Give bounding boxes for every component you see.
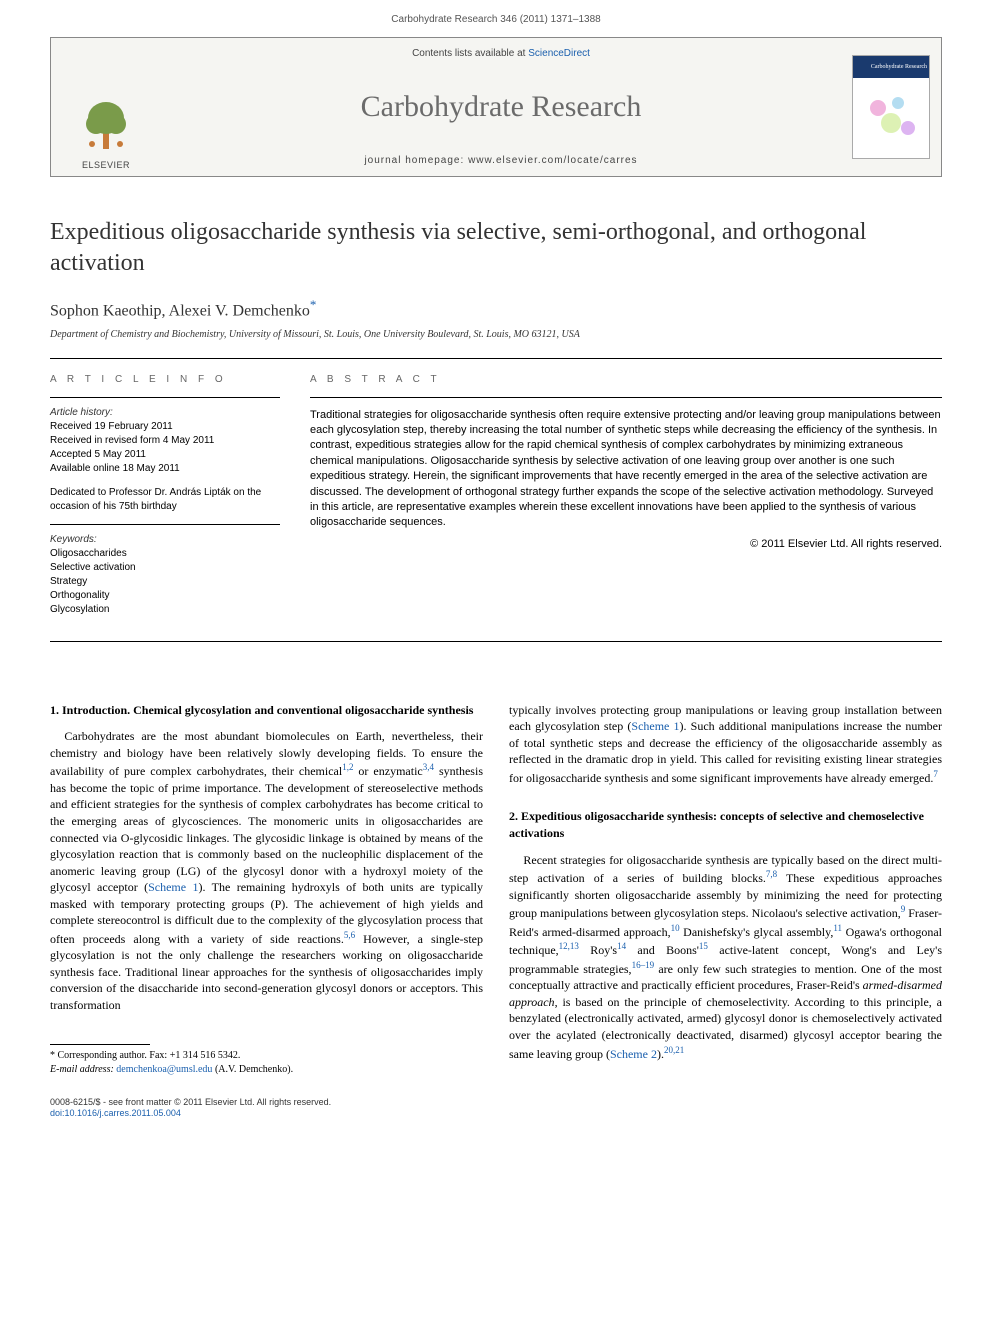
body-paragraph: Carbohydrates are the most abundant biom… xyxy=(50,728,483,1013)
abstract-block: A B S T R A C T Traditional strategies f… xyxy=(310,373,942,627)
homepage-url: www.elsevier.com/locate/carres xyxy=(468,155,638,166)
cover-thumb-block: Carbohydrate Research xyxy=(841,38,941,176)
text-run: and Boons' xyxy=(626,943,699,957)
ref-superscript[interactable]: 16–19 xyxy=(632,960,655,970)
corresponding-note: * Corresponding author. Fax: +1 314 516 … xyxy=(50,1049,483,1063)
corresponding-marker: * xyxy=(310,297,317,312)
text-run: Danishefsky's glycal assembly, xyxy=(680,925,834,939)
ref-superscript[interactable]: 7 xyxy=(933,769,938,779)
column-right: typically involves protecting group mani… xyxy=(509,702,942,1077)
publisher-label: ELSEVIER xyxy=(82,160,130,170)
separator xyxy=(310,397,942,398)
dedication: Dedicated to Professor Dr. András Lipták… xyxy=(50,486,280,514)
keyword: Orthogonality xyxy=(50,589,280,603)
ref-superscript[interactable]: 1,2 xyxy=(342,762,353,772)
sciencedirect-link[interactable]: ScienceDirect xyxy=(528,48,590,59)
info-abstract-row: A R T I C L E I N F O Article history: R… xyxy=(50,359,942,641)
footnotes: * Corresponding author. Fax: +1 314 516 … xyxy=(50,1049,483,1077)
separator xyxy=(50,524,280,525)
affiliation: Department of Chemistry and Biochemistry… xyxy=(50,329,942,340)
keyword: Oligosaccharides xyxy=(50,547,280,561)
homepage-line: journal homepage: www.elsevier.com/locat… xyxy=(364,155,637,166)
ref-superscript[interactable]: 11 xyxy=(833,923,842,933)
text-run: Roy's xyxy=(579,943,617,957)
section-1-heading: 1. Introduction. Chemical glycosylation … xyxy=(50,702,483,719)
body-paragraph: Recent strategies for oligosaccharide sy… xyxy=(509,852,942,1063)
ref-superscript[interactable]: 5,6 xyxy=(344,930,355,940)
email-suffix: (A.V. Demchenko). xyxy=(212,1064,293,1075)
cover-thumb-title: Carbohydrate Research xyxy=(853,56,929,78)
contents-prefix: Contents lists available at xyxy=(412,48,528,59)
footnote-rule xyxy=(50,1044,150,1045)
text-run: or enzymatic xyxy=(353,764,422,778)
ref-superscript[interactable]: 12,13 xyxy=(559,941,579,951)
keyword: Selective activation xyxy=(50,561,280,575)
separator xyxy=(50,397,280,398)
ref-superscript[interactable]: 20,21 xyxy=(664,1045,684,1055)
cover-thumbnail: Carbohydrate Research xyxy=(852,55,930,159)
cover-art-icon xyxy=(853,78,931,160)
scheme-link[interactable]: Scheme 1 xyxy=(148,880,198,894)
ref-superscript[interactable]: 3,4 xyxy=(423,762,434,772)
ref-superscript[interactable]: 14 xyxy=(617,941,626,951)
article-info-heading: A R T I C L E I N F O xyxy=(50,373,280,387)
elsevier-tree-icon xyxy=(76,94,136,154)
separator xyxy=(50,641,942,642)
article-title: Expeditious oligosaccharide synthesis vi… xyxy=(50,217,942,279)
column-left: 1. Introduction. Chemical glycosylation … xyxy=(50,702,483,1077)
text-run: ). xyxy=(657,1047,664,1061)
abstract-heading: A B S T R A C T xyxy=(310,373,942,387)
article-body: Expeditious oligosaccharide synthesis vi… xyxy=(50,217,942,1077)
scheme-link[interactable]: Scheme 1 xyxy=(631,719,679,733)
history-received: Received 19 February 2011 xyxy=(50,420,280,434)
journal-masthead: ELSEVIER Contents lists available at Sci… xyxy=(50,37,942,177)
history-revised: Received in revised form 4 May 2011 xyxy=(50,434,280,448)
page-footer: 0008-6215/$ - see front matter © 2011 El… xyxy=(50,1097,942,1120)
doi-link[interactable]: doi:10.1016/j.carres.2011.05.004 xyxy=(50,1108,181,1118)
contents-line: Contents lists available at ScienceDirec… xyxy=(412,48,590,59)
masthead-center: Contents lists available at ScienceDirec… xyxy=(161,38,841,176)
scheme-link[interactable]: Scheme 2 xyxy=(610,1047,657,1061)
keywords-label: Keywords: xyxy=(50,533,280,547)
abstract-copyright: © 2011 Elsevier Ltd. All rights reserved… xyxy=(310,537,942,552)
keyword: Strategy xyxy=(50,575,280,589)
history-online: Available online 18 May 2011 xyxy=(50,462,280,476)
article-info: A R T I C L E I N F O Article history: R… xyxy=(50,373,280,627)
body-paragraph: typically involves protecting group mani… xyxy=(509,702,942,787)
journal-name: Carbohydrate Research xyxy=(361,90,642,124)
keyword: Glycosylation xyxy=(50,603,280,617)
abstract-text: Traditional strategies for oligosacchari… xyxy=(310,408,942,531)
ref-superscript[interactable]: 7,8 xyxy=(766,869,777,879)
email-link[interactable]: demchenkoa@umsl.edu xyxy=(116,1064,212,1075)
ref-superscript[interactable]: 10 xyxy=(671,923,680,933)
author-names: Sophon Kaeothip, Alexei V. Demchenko xyxy=(50,303,310,320)
history-accepted: Accepted 5 May 2011 xyxy=(50,448,280,462)
body-columns: 1. Introduction. Chemical glycosylation … xyxy=(50,702,942,1077)
issn-line: 0008-6215/$ - see front matter © 2011 El… xyxy=(50,1097,942,1109)
running-header: Carbohydrate Research 346 (2011) 1371–13… xyxy=(0,0,992,31)
text-run: , is based on the principle of chemosele… xyxy=(509,995,942,1061)
text-run: synthesis has become the topic of prime … xyxy=(50,764,483,894)
authors-line: Sophon Kaeothip, Alexei V. Demchenko* xyxy=(50,297,942,320)
history-label: Article history: xyxy=(50,406,280,420)
homepage-prefix: journal homepage: xyxy=(364,155,468,166)
publisher-block: ELSEVIER xyxy=(51,38,161,176)
section-2-heading: 2. Expeditious oligosaccharide synthesis… xyxy=(509,808,942,841)
email-label: E-mail address: xyxy=(50,1064,114,1075)
ref-superscript[interactable]: 15 xyxy=(699,941,708,951)
